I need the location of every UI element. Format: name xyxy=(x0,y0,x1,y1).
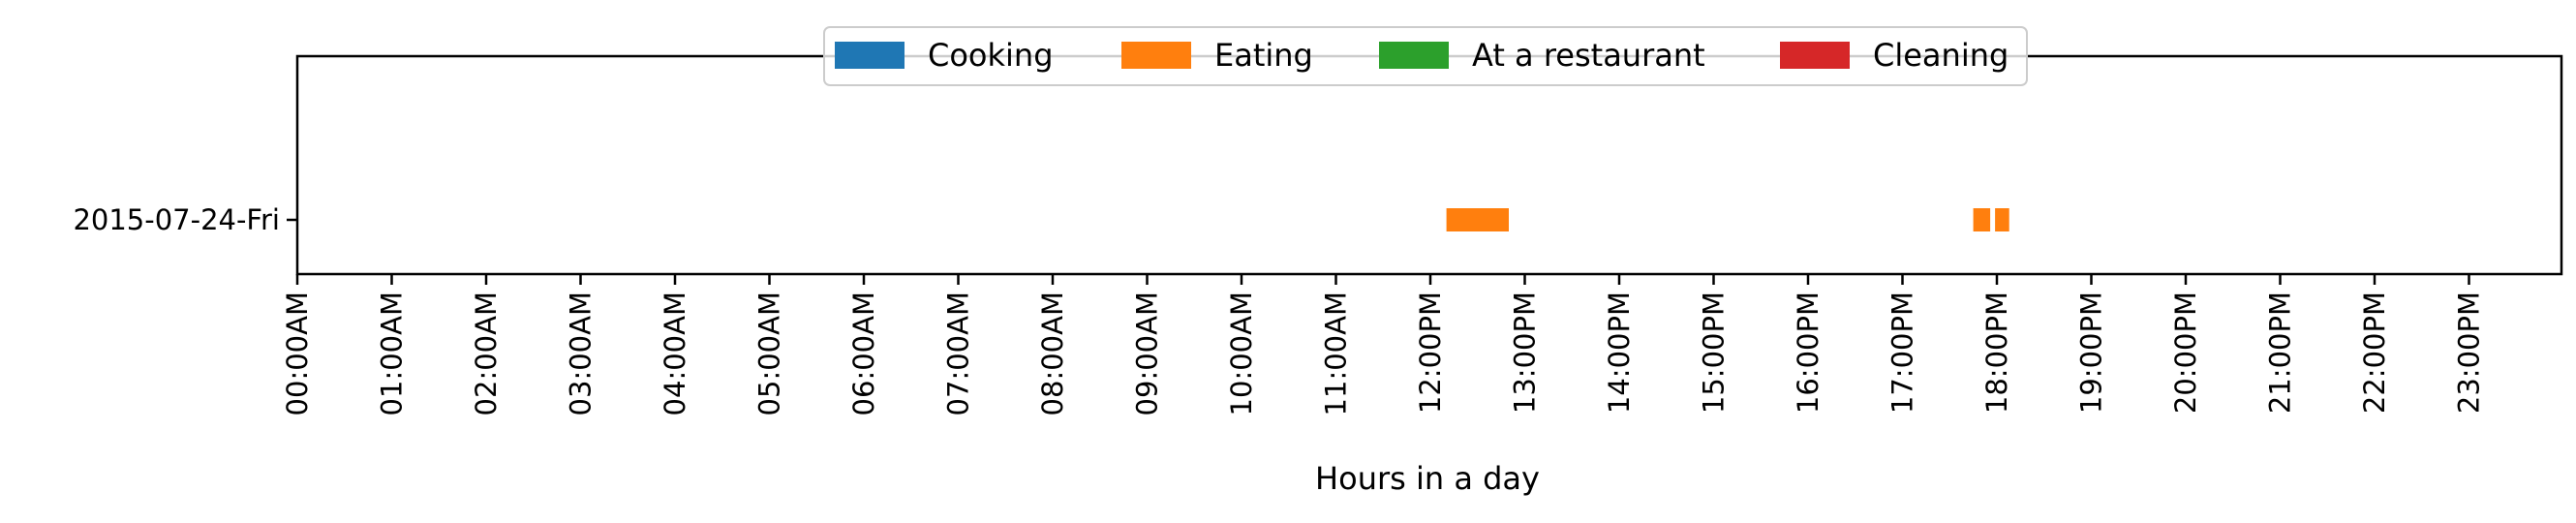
activity-bar-eating-1 xyxy=(1973,208,1991,231)
legend-label-cleaning: Cleaning xyxy=(1873,37,2009,74)
legend-swatch-eating xyxy=(1121,42,1191,69)
x-ticks: 00:00AM 01:00AM 02:00AM 03:00AM 04:00AM 05:00… xyxy=(281,274,2486,415)
activity-bar-eating-0 xyxy=(1446,208,1509,231)
legend-swatch-cooking xyxy=(835,42,905,69)
x-tick-label: 03:00AM xyxy=(565,292,598,415)
legend-label-eating: Eating xyxy=(1214,37,1313,74)
x-tick-label: 01:00AM xyxy=(376,292,409,415)
x-tick-label: 09:00AM xyxy=(1131,292,1164,415)
x-tick-label: 11:00AM xyxy=(1320,292,1353,415)
x-tick-label: 04:00AM xyxy=(659,292,691,415)
legend-swatch-at-a-restaurant xyxy=(1379,42,1449,69)
x-tick-label: 02:00AM xyxy=(470,292,503,415)
x-axis-label: Hours in a day xyxy=(1315,460,1540,497)
x-tick-label: 07:00AM xyxy=(942,292,975,415)
x-tick-label: 00:00AM xyxy=(281,292,314,415)
x-tick-label: 15:00PM xyxy=(1698,292,1731,414)
x-tick-label: 16:00PM xyxy=(1792,292,1825,414)
x-tick-label: 14:00PM xyxy=(1603,292,1636,414)
activity-bar-eating-2 xyxy=(1995,208,2009,231)
x-tick-label: 23:00PM xyxy=(2453,292,2486,414)
x-tick-label: 12:00PM xyxy=(1414,292,1447,414)
y-tick-label: 2015-07-24-Fri xyxy=(73,203,280,236)
x-tick-label: 13:00PM xyxy=(1509,292,1542,414)
x-tick-label: 21:00PM xyxy=(2264,292,2297,414)
x-tick-label: 10:00AM xyxy=(1225,292,1258,415)
x-tick-label: 06:00AM xyxy=(847,292,880,415)
bars-layer xyxy=(1446,208,2009,231)
legend-label-cooking: Cooking xyxy=(928,37,1054,74)
legend: Cooking Eating At a restaurant Cleaning xyxy=(823,26,2028,86)
x-tick-label: 18:00PM xyxy=(1980,292,2013,414)
x-tick-label: 22:00PM xyxy=(2358,292,2391,414)
x-tick-label: 19:00PM xyxy=(2075,292,2108,414)
x-tick-label: 05:00AM xyxy=(753,292,786,415)
x-tick-label: 17:00PM xyxy=(1886,292,1919,414)
legend-swatch-cleaning xyxy=(1780,42,1850,69)
x-tick-label: 20:00PM xyxy=(2169,292,2202,414)
legend-label-at-a-restaurant: At a restaurant xyxy=(1472,37,1705,74)
y-ticks: 2015-07-24-Fri xyxy=(73,203,297,236)
x-tick-label: 08:00AM xyxy=(1036,292,1069,415)
